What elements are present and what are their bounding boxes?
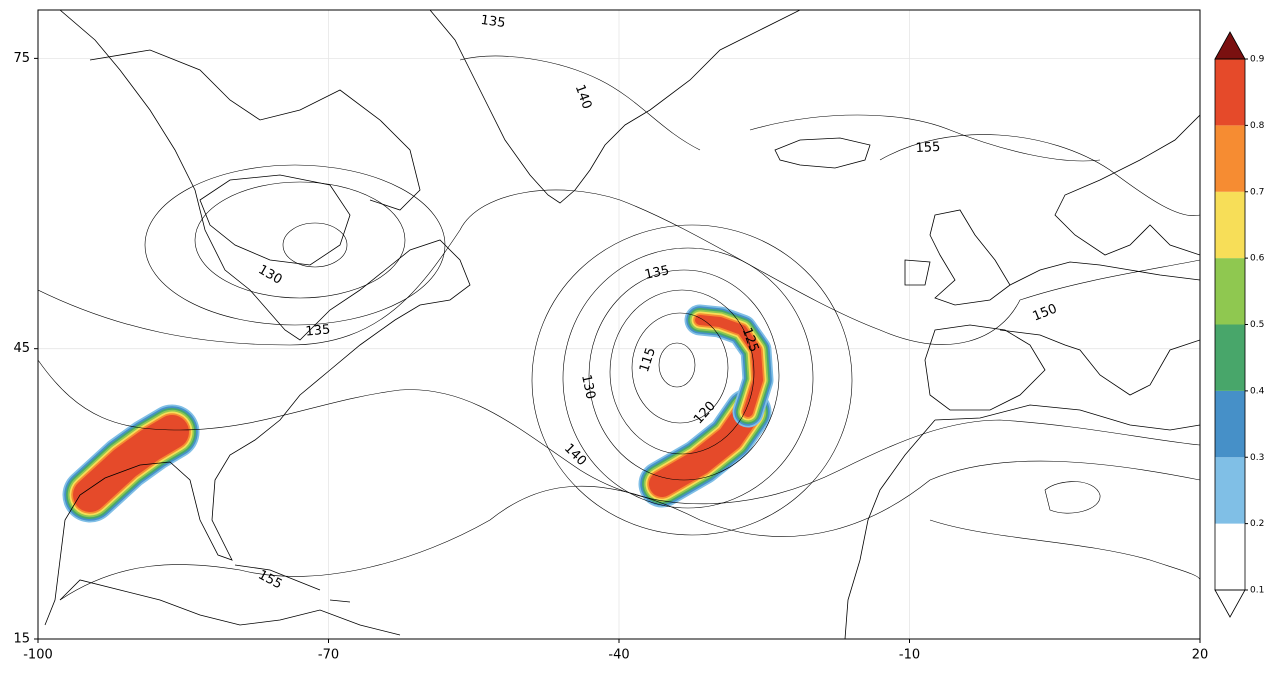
colorbar-tick-label: 0.4 (1250, 386, 1265, 396)
colorbar-tick-label: 0.7 (1250, 187, 1264, 197)
contour (588, 269, 780, 481)
y-tick-label: 45 (13, 341, 30, 356)
colorbar-tick-label: 0.3 (1250, 453, 1264, 463)
colorbar-band (1215, 191, 1245, 259)
contour (144, 164, 446, 326)
contour (459, 55, 1101, 162)
probability-band (649, 399, 761, 497)
contour-label: 155 (915, 140, 941, 156)
colorbar-band (1215, 125, 1245, 192)
axes: -100 -70 -40 -10 20 15 45 75 (13, 51, 1208, 663)
coastlines (44, 10, 1200, 639)
colorbar-tick-label: 0.8 (1250, 121, 1265, 131)
colorbar-band (1215, 258, 1245, 325)
x-tick-label: -70 (318, 648, 339, 663)
grid (38, 10, 1200, 639)
colorbar-band (1215, 457, 1245, 524)
contour (879, 134, 1200, 217)
contour-label: 135 (643, 263, 670, 283)
contour (38, 359, 1200, 505)
x-tick-label: -40 (608, 648, 629, 663)
colorbar-band (1215, 523, 1245, 590)
contour-label: 135 (480, 13, 507, 31)
y-tick-label: 15 (13, 632, 30, 647)
colorbar: 0.1 0.2 0.3 0.4 0.5 0.6 0.7 0.8 0.9 (1214, 31, 1265, 618)
height-contours (38, 55, 1200, 601)
colorbar-band (1215, 59, 1245, 126)
probability-band (73, 415, 189, 512)
x-tick-label: -100 (23, 648, 53, 663)
colorbar-tick-label: 0.5 (1250, 320, 1264, 330)
contour (194, 181, 406, 299)
central-america (59, 579, 401, 636)
europe-mainland (999, 261, 1200, 396)
africa (844, 404, 1200, 639)
contour (929, 481, 1200, 581)
x-tick-label: 20 (1192, 648, 1209, 663)
colorbar-tick-label: 0.6 (1250, 254, 1265, 264)
colorbar-band (1215, 390, 1245, 458)
scandinavia (1054, 114, 1200, 256)
contour (609, 289, 755, 455)
contour (631, 312, 729, 424)
contour (38, 189, 1200, 346)
probability-field (62, 304, 774, 523)
colorbar-tick-label: 0.2 (1250, 519, 1264, 529)
greenland (429, 10, 801, 204)
colorbar-tick-label: 0.1 (1250, 586, 1264, 596)
contour (59, 460, 1200, 601)
contour-label: 135 (305, 322, 331, 339)
y-tick-label: 75 (13, 51, 30, 66)
hudson-bay (199, 174, 351, 266)
x-tick-label: -10 (899, 648, 920, 663)
contour-label: 130 (578, 373, 598, 400)
probability-band (695, 315, 763, 417)
iberia (924, 324, 1046, 411)
arctic-islands (89, 49, 421, 211)
contour-label: 115 (637, 346, 659, 374)
contour (562, 247, 814, 509)
britain (904, 209, 1011, 306)
colorbar-band (1215, 324, 1245, 391)
contour (658, 342, 696, 388)
north-america (44, 10, 471, 626)
iceland (774, 137, 871, 169)
colorbar-tick-label: 0.9 (1250, 55, 1265, 65)
contour (531, 224, 853, 536)
contour (282, 222, 348, 268)
